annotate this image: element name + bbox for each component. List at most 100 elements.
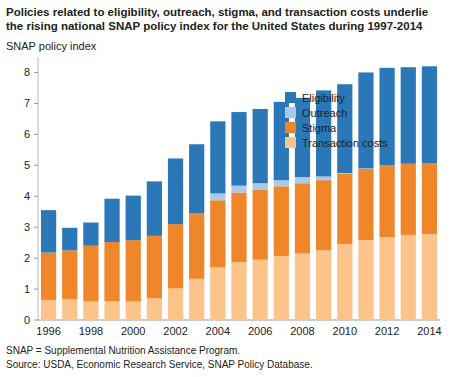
bar-segment [231,262,246,320]
x-tick-label: 1996 [36,325,60,337]
bar-segment [189,279,204,320]
y-tick [34,227,38,228]
bar-segment [210,121,225,193]
bar-segment [253,260,268,320]
y-tick [34,165,38,166]
bar-segment [104,242,119,301]
footnote: Source: USDA, Economic Research Service,… [6,359,313,370]
bar-segment [337,244,352,320]
x-tick-label: 1998 [79,325,103,337]
legend-label: Stigma [302,122,337,134]
bar-segment [231,186,246,193]
y-tick-label: 5 [24,159,30,171]
bar-segment [253,109,268,183]
bar-segment [189,213,204,279]
chart: SNAP policy index 0 1 2 3 4 5 6 7 8 1996 1998 2000 20… [0,0,450,377]
bar-segment [41,253,56,300]
bar-segment [41,210,56,252]
bar-segment [210,267,225,320]
bar-segment [274,180,289,186]
x-tick-label: 2014 [417,325,441,337]
bar-segment [295,177,310,183]
bar-segment [422,234,437,320]
y-tick [34,320,38,321]
bar-segment [274,256,289,320]
bar-segment [231,193,246,263]
bar-segment [62,250,77,299]
y-tick-label: 3 [24,221,30,233]
bar-segment [62,299,77,320]
bar-segment [210,200,225,267]
bar-segment [231,112,246,186]
bar-segment [401,235,416,320]
bar-segment [189,144,204,213]
bar-segment [253,183,268,189]
legend-label: Eligibility [302,92,345,104]
bar-segment [274,186,289,256]
x-tick-label: 2010 [333,325,357,337]
y-axis-label: SNAP policy index [6,40,97,52]
bar-segment [316,180,331,250]
bar-segment [168,288,183,320]
title: Policies related to eligibility, outreac… [6,5,444,33]
bar-segment [358,240,373,320]
y-tick-label: 1 [24,283,30,295]
bar-segment [210,193,225,200]
bar-segment [126,301,141,320]
bar-segment [358,169,373,240]
bar-segment [41,300,56,320]
bar-segment [379,237,394,320]
bar-segment [422,163,437,234]
legend-swatch [285,107,296,118]
bar-segment [104,199,119,242]
y-tick-label: 4 [24,190,30,202]
x-tick-label: 2004 [206,325,230,337]
y-tick-label: 8 [24,66,30,78]
bar-segment [295,253,310,320]
bar-segment [126,196,141,241]
x-tick-label: 2008 [290,325,314,337]
bar-segment [295,183,310,253]
bar-segment [168,224,183,288]
bar-segment [126,240,141,301]
bar-segment [401,164,416,235]
bar-segment [147,298,162,320]
bar-segment [168,158,183,224]
legend-label: Outreach [302,107,347,119]
y-tick [34,289,38,290]
y-tick [34,103,38,104]
bar-segment [379,165,394,237]
bar-segment [147,181,162,235]
bar-segment [401,67,416,164]
bar-segment [358,72,373,168]
bar-segment [379,68,394,165]
bar-segment [83,223,98,246]
bar-segment [316,250,331,320]
y-tick-label: 7 [24,97,30,109]
bars [41,66,437,320]
y-tick [34,72,38,73]
x-tick-label: 2006 [248,325,272,337]
legend-swatch [285,122,296,133]
bar-segment [104,301,119,320]
x-tick-label: 2012 [375,325,399,337]
bar-segment [83,246,98,302]
y-tick-label: 6 [24,128,30,140]
bar-segment [147,236,162,299]
legend-swatch [285,92,296,103]
y-tick [34,258,38,259]
y-tick [34,134,38,135]
x-tick-label: 2002 [163,325,187,337]
bar-segment [422,66,437,163]
legend-label: Transaction costs [302,137,388,149]
bar-segment [316,176,331,180]
y-tick-label: 2 [24,252,30,264]
footnote: SNAP = Supplemental Nutrition Assistance… [6,345,240,356]
y-tick [34,196,38,197]
bar-segment [62,228,77,251]
y-tick-label: 0 [24,314,30,326]
y-axis-line [38,57,39,320]
bar-segment [83,301,98,320]
x-tick-label: 2000 [121,325,145,337]
bar-segment [337,174,352,244]
